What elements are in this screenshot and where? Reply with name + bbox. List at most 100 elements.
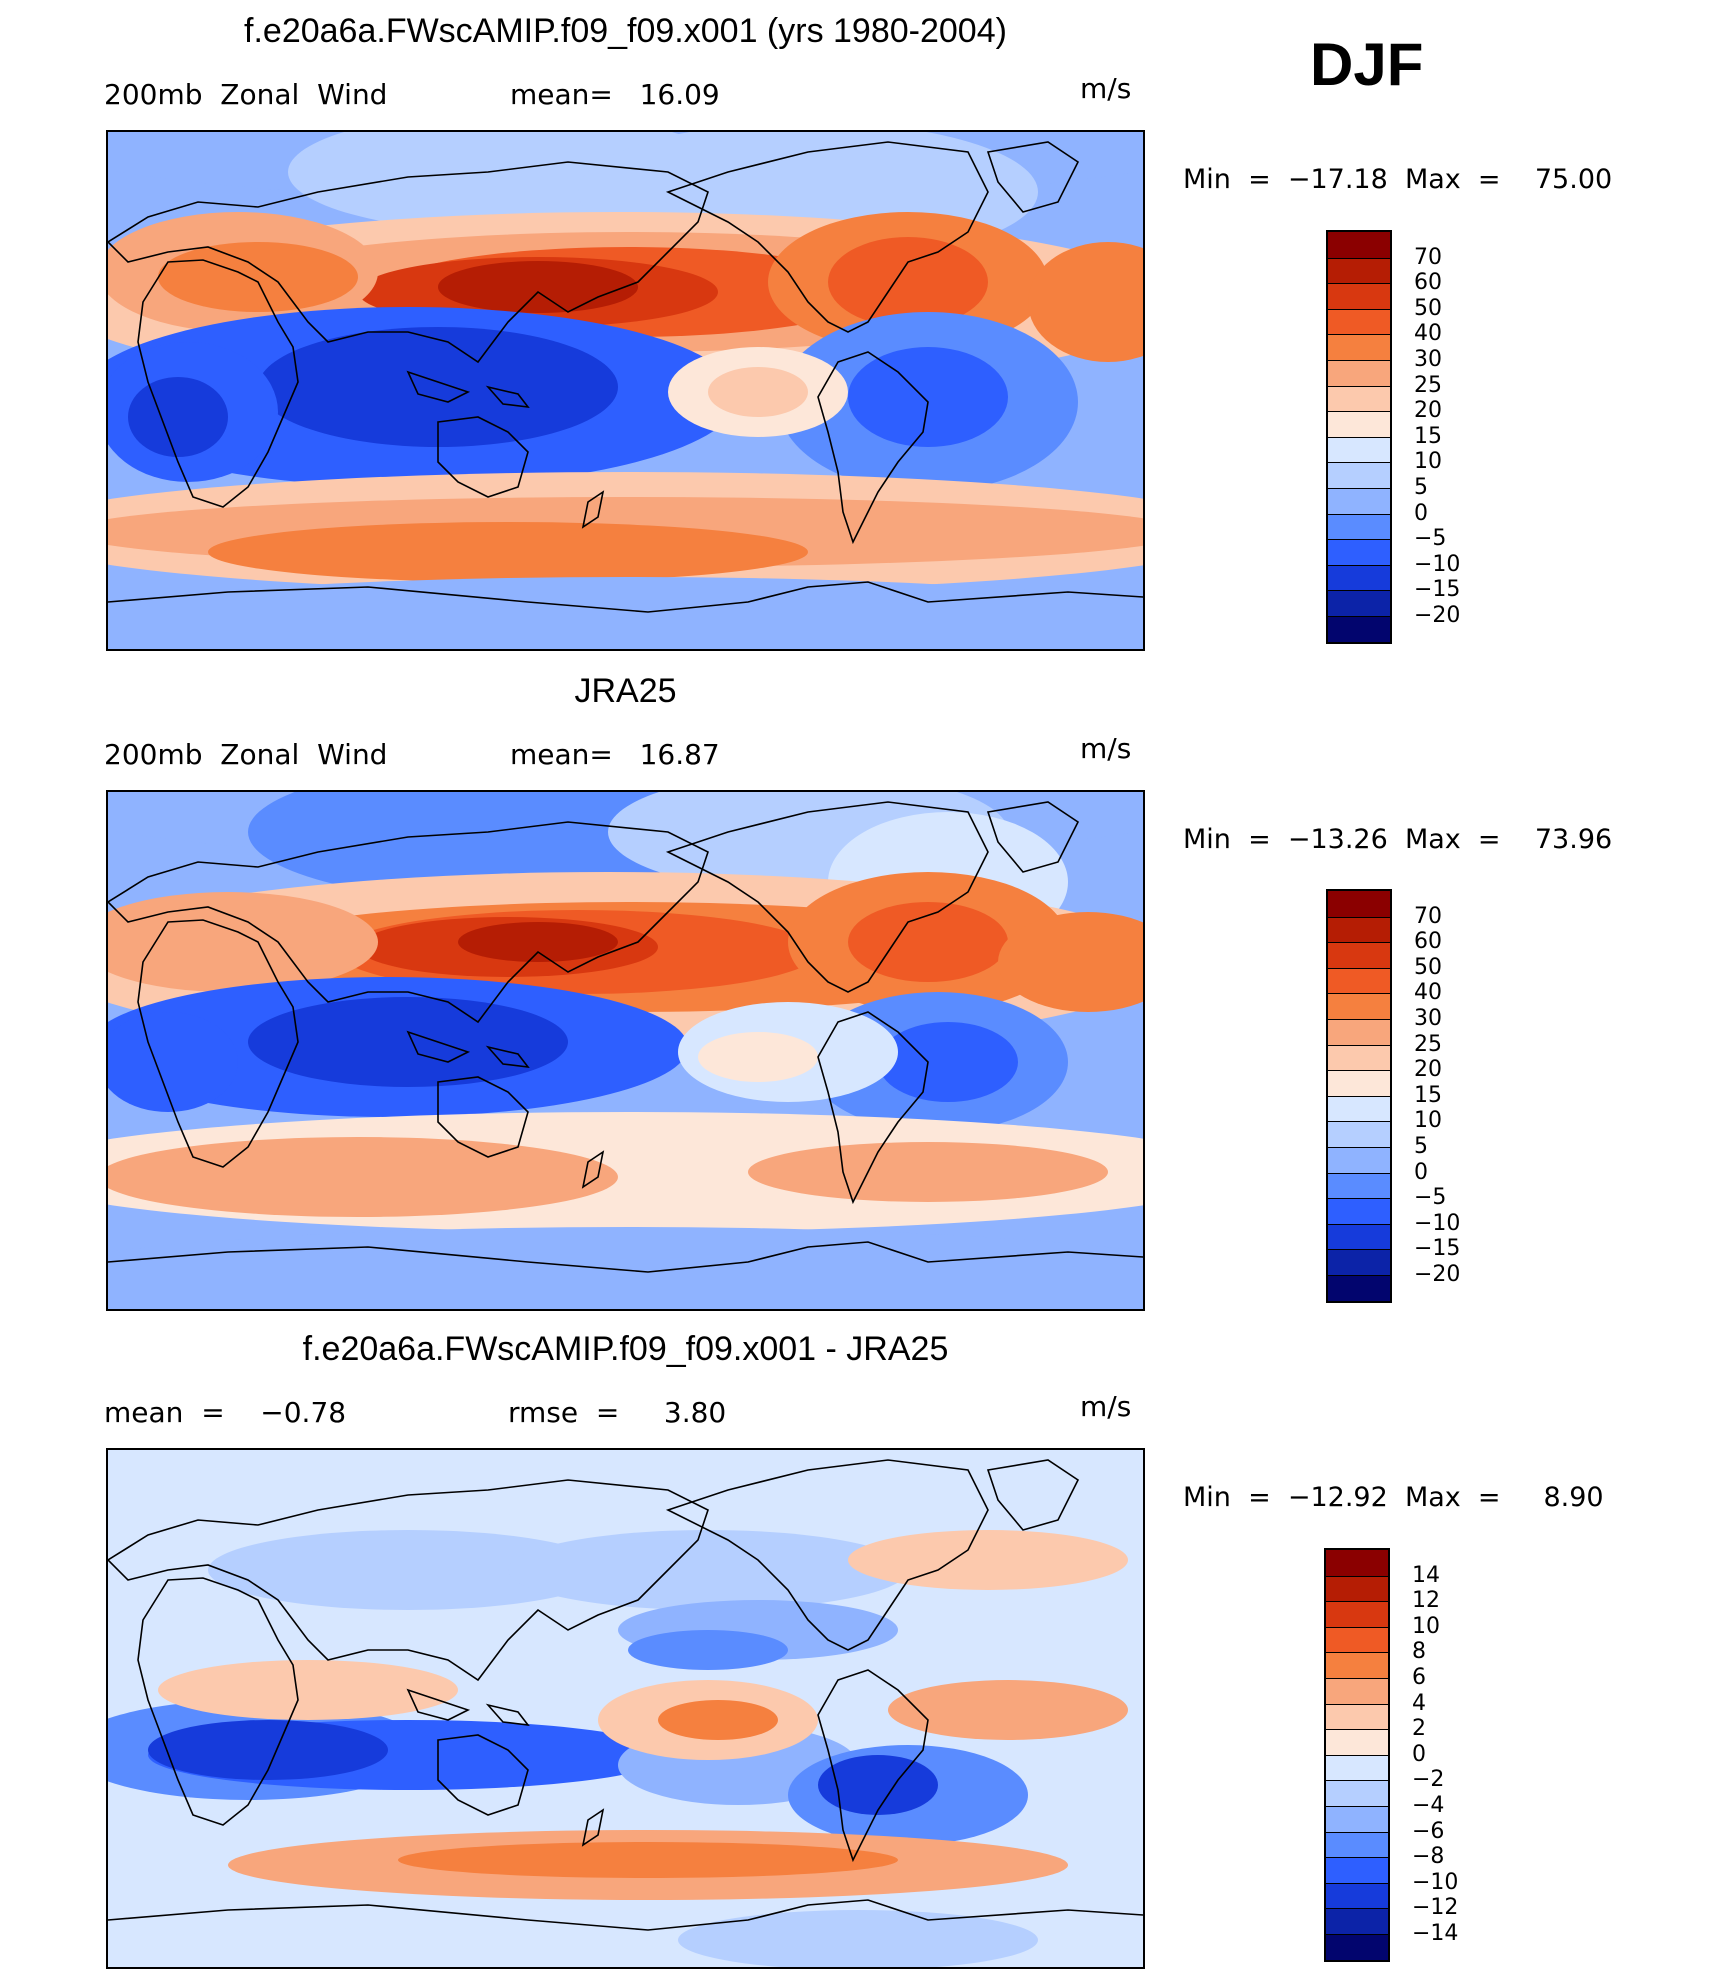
colorbar-tick-label: 15 bbox=[1414, 423, 1442, 449]
colorbar-tick-label: 12 bbox=[1412, 1588, 1440, 1614]
contour-region bbox=[848, 1530, 1128, 1590]
coastline bbox=[108, 1241, 1143, 1273]
contour-region bbox=[208, 1530, 608, 1610]
colorbar-box bbox=[1326, 1831, 1388, 1858]
coastline bbox=[986, 801, 1080, 873]
colorbar-tick-label: 15 bbox=[1414, 1082, 1442, 1108]
colorbar-box bbox=[1328, 232, 1390, 258]
panel-1-title: f.e20a6a.FWscAMIP.f09_f09.x001 (yrs 1980… bbox=[244, 12, 1007, 50]
colorbar-box bbox=[1326, 1626, 1388, 1653]
contour-region bbox=[148, 1720, 388, 1780]
colorbar-box bbox=[1328, 308, 1390, 335]
field-map bbox=[108, 132, 1143, 649]
contour-region bbox=[848, 902, 1008, 982]
colorbar-tick-label: −20 bbox=[1414, 603, 1461, 628]
colorbar-tick-label: 70 bbox=[1414, 903, 1442, 929]
coastline bbox=[485, 385, 530, 409]
coastline bbox=[108, 1479, 709, 1682]
coastline bbox=[437, 1734, 529, 1816]
colorbar-tick-label: 20 bbox=[1414, 1057, 1442, 1083]
colorbar-box bbox=[1328, 359, 1390, 386]
colorbar-box bbox=[1326, 1882, 1388, 1909]
colorbar-tick-label: −10 bbox=[1414, 551, 1461, 577]
colorbar-tick-label: 30 bbox=[1414, 1006, 1442, 1031]
colorbar-box bbox=[1328, 993, 1390, 1019]
colorbar-tick-label: 14 bbox=[1412, 1562, 1440, 1588]
colorbar-box bbox=[1328, 411, 1390, 437]
contour-region bbox=[158, 1660, 458, 1720]
colorbar-tick-label: 50 bbox=[1414, 295, 1442, 321]
colorbar-box bbox=[1328, 590, 1390, 616]
colorbar-box bbox=[1328, 1095, 1390, 1122]
colorbar-tick-label: 60 bbox=[1414, 270, 1442, 296]
colorbar-box bbox=[1326, 1908, 1388, 1934]
contour-region bbox=[878, 1022, 1018, 1102]
colorbar-tick-label: 60 bbox=[1414, 929, 1442, 955]
colorbar-box bbox=[1328, 1121, 1390, 1147]
colorbar-box bbox=[1326, 1729, 1388, 1755]
contour-region bbox=[998, 912, 1143, 1012]
contour-region bbox=[708, 367, 808, 417]
season-label: DJF bbox=[1310, 31, 1424, 98]
colorbar-tick-label: −5 bbox=[1414, 526, 1447, 552]
colorbar-box bbox=[1328, 462, 1390, 488]
colorbar-tick-label: 25 bbox=[1414, 372, 1442, 398]
contour-region bbox=[128, 377, 228, 457]
panel-2-map bbox=[106, 790, 1145, 1311]
colorbar-box bbox=[1326, 1780, 1388, 1806]
colorbar-box bbox=[1328, 283, 1390, 309]
coastline bbox=[108, 821, 709, 1024]
contour-region bbox=[108, 1137, 618, 1217]
colorbar-box bbox=[1328, 1018, 1390, 1045]
coastline bbox=[581, 1808, 605, 1847]
colorbar-tick-label: −20 bbox=[1414, 1262, 1461, 1287]
panel-3-colorbar bbox=[1324, 1548, 1390, 1962]
panel-3-map bbox=[106, 1448, 1145, 1969]
contour-region bbox=[628, 1630, 788, 1670]
contour-region bbox=[508, 1530, 908, 1610]
coastline bbox=[817, 1011, 929, 1205]
coastline bbox=[108, 1899, 1143, 1931]
coastline bbox=[665, 141, 989, 333]
colorbar-tick-label: 5 bbox=[1414, 475, 1428, 500]
colorbar-box bbox=[1328, 539, 1390, 565]
colorbar-box bbox=[1328, 436, 1390, 463]
contour-region bbox=[208, 522, 808, 582]
coastline bbox=[485, 1703, 530, 1727]
coastline bbox=[665, 801, 989, 993]
colorbar-box bbox=[1328, 967, 1390, 994]
colorbar-box bbox=[1328, 916, 1390, 943]
panel-3-rmse-label: rmse = 3.80 bbox=[508, 1396, 727, 1429]
contour-region bbox=[108, 1012, 238, 1112]
coastline bbox=[108, 581, 1143, 613]
coastline bbox=[581, 490, 605, 529]
contour-region bbox=[748, 1142, 1108, 1202]
colorbar-box bbox=[1328, 334, 1390, 360]
colorbar-tick-label: 10 bbox=[1414, 1108, 1442, 1134]
colorbar-box bbox=[1326, 1805, 1388, 1832]
colorbar-tick-label: −5 bbox=[1414, 1185, 1447, 1211]
coastline bbox=[406, 1688, 471, 1721]
contour-region bbox=[248, 997, 568, 1087]
field-map bbox=[108, 792, 1143, 1309]
contour-region bbox=[1028, 242, 1143, 362]
colorbar-tick-label: 30 bbox=[1414, 347, 1442, 372]
colorbar-box bbox=[1326, 1575, 1388, 1602]
colorbar-tick-label: 10 bbox=[1412, 1613, 1440, 1639]
panel-1-colorbar bbox=[1326, 230, 1392, 644]
panel-1-minmax: Min = −17.18 Max = 75.00 bbox=[1183, 164, 1613, 195]
panel-3-mean-label: mean = −0.78 bbox=[104, 1396, 347, 1429]
colorbar-box bbox=[1326, 1652, 1388, 1678]
panel-1-map bbox=[106, 130, 1145, 651]
colorbar-tick-label: 8 bbox=[1412, 1639, 1426, 1665]
colorbar-box bbox=[1326, 1857, 1388, 1883]
panel-2-mean-label: mean= 16.87 bbox=[510, 738, 720, 771]
contour-region bbox=[818, 1755, 938, 1815]
colorbar-box bbox=[1326, 1933, 1388, 1960]
colorbar-box bbox=[1328, 1070, 1390, 1096]
panel-2-minmax: Min = −13.26 Max = 73.96 bbox=[1183, 824, 1613, 855]
contour-region bbox=[108, 577, 1143, 649]
field-map bbox=[108, 1450, 1143, 1967]
coastline bbox=[137, 1577, 299, 1826]
colorbar-box bbox=[1328, 1223, 1390, 1250]
